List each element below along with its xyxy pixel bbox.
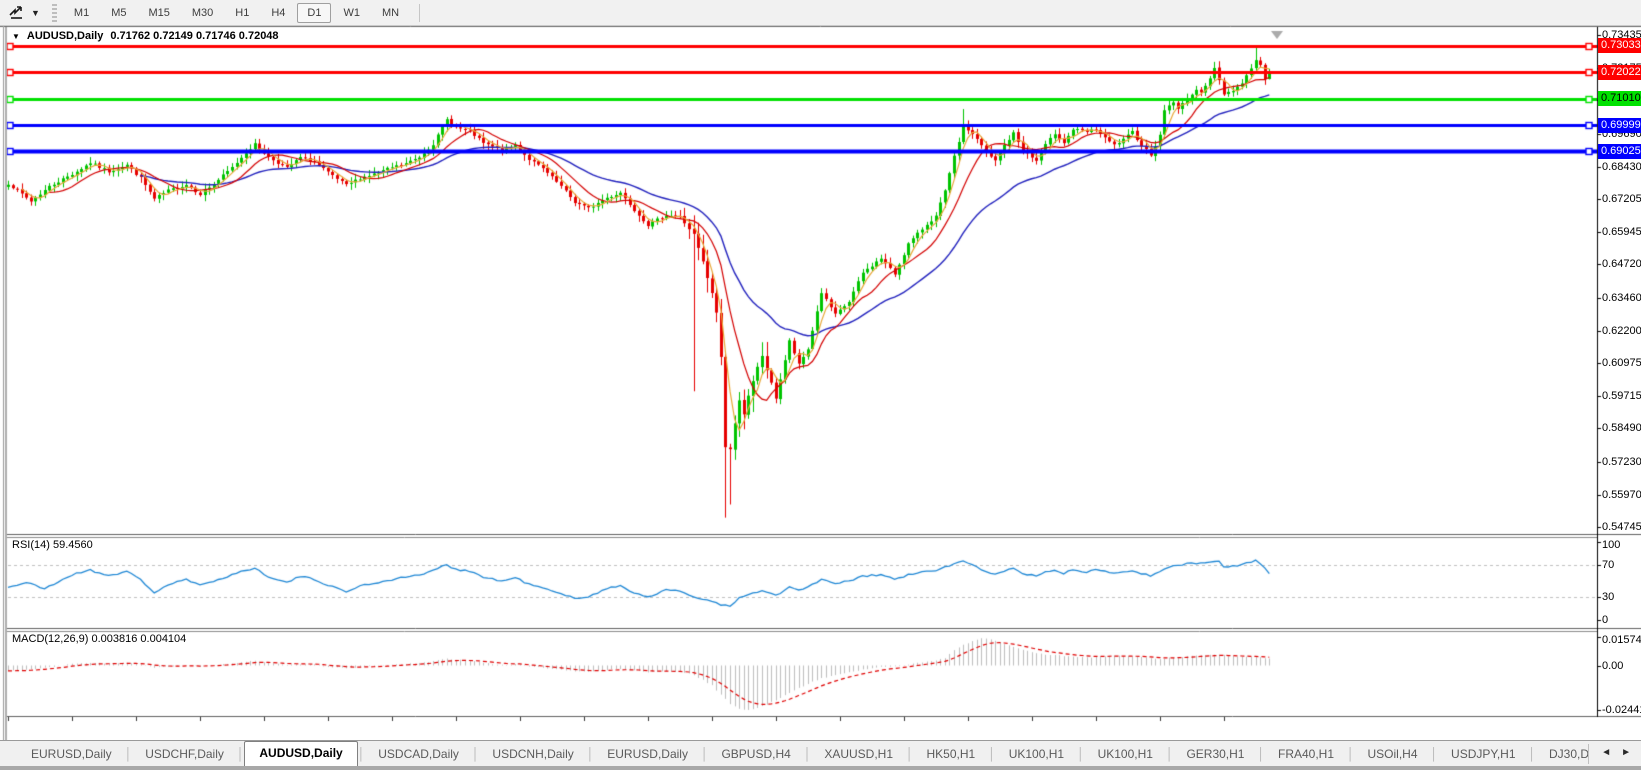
- timeframe-button-w1[interactable]: W1: [343, 6, 360, 19]
- tab-separator: │: [906, 747, 914, 761]
- tab-scroll-right-icon[interactable]: ►: [1621, 746, 1631, 758]
- tab-separator: │: [700, 747, 709, 761]
- price-line-badge: 0.73033: [1598, 38, 1641, 54]
- price-tick-label: 0.57230: [1602, 455, 1641, 468]
- chart-tab-hk50-h1[interactable]: HK50,H1: [926, 747, 976, 761]
- chart-tab-eurusd-daily[interactable]: EURUSD,Daily: [31, 747, 112, 761]
- chart-tab-usoil-h4[interactable]: USOil,H4: [1367, 747, 1418, 761]
- tab-separator: │: [1077, 747, 1085, 761]
- chart-title: ▼ AUDUSD,Daily 0.71762 0.72149 0.71746 0…: [12, 30, 279, 42]
- tab-separator: │: [988, 747, 996, 761]
- timeframe-button-m5[interactable]: M5: [111, 6, 127, 19]
- timeframe-button-m15[interactable]: M15: [148, 6, 170, 19]
- tab-separator: │: [1257, 747, 1265, 761]
- chart-tab-uk100-h1[interactable]: UK100,H1: [1097, 747, 1153, 761]
- price-tick-label: 0.63460: [1602, 291, 1641, 304]
- tab-scroll-arrows: ◄ ►: [1588, 744, 1641, 764]
- price-tick-label: 0.62200: [1602, 324, 1641, 337]
- price-tick-label: 0.55970: [1602, 488, 1641, 501]
- rsi-tick-label: 70: [1602, 559, 1615, 572]
- price-tick-label: 0.54745: [1602, 520, 1641, 533]
- macd-tick-label: 0.00: [1602, 659, 1624, 672]
- tab-separator: │: [1165, 747, 1174, 761]
- tab-separator: │: [124, 747, 133, 761]
- toolbar-separator: [419, 3, 421, 22]
- timeframe-button-h1[interactable]: H1: [235, 6, 250, 19]
- chart-tab-eurusd-daily[interactable]: EURUSD,Daily: [607, 747, 688, 761]
- tab-separator: │: [471, 747, 480, 761]
- chart-tab-uk100-h1[interactable]: UK100,H1: [1008, 747, 1065, 761]
- price-tick-label: 0.58490: [1602, 422, 1641, 435]
- price-tick-label: 0.67205: [1602, 192, 1641, 205]
- chart-tab-usdjpy-h1[interactable]: USDJPY,H1: [1451, 747, 1516, 761]
- tab-separator: │: [357, 747, 366, 761]
- rsi-tick-label: 0: [1602, 614, 1609, 626]
- toolbar-grip[interactable]: [51, 3, 57, 22]
- timeframe-button-d1[interactable]: D1: [297, 2, 332, 23]
- tab-separator: │: [586, 747, 595, 761]
- macd-label: MACD(12,26,9) 0.003816 0.004104: [12, 633, 187, 645]
- chart-tab-audusd-daily[interactable]: AUDUSD,Daily: [244, 741, 358, 766]
- price-line-badge: 0.71010: [1598, 91, 1641, 107]
- chart-shift-tool-icon[interactable]: [6, 3, 27, 22]
- macd-tick-label: -0.024412: [1602, 704, 1641, 716]
- tab-separator: │: [236, 747, 245, 761]
- rsi-tick-label: 30: [1602, 590, 1615, 603]
- chart-tab-xauusd-h1[interactable]: XAUUSD,H1: [824, 747, 893, 761]
- rsi-tick-label: 100: [1602, 539, 1621, 551]
- chart-tabs: EURUSD,Daily │ USDCHF,Daily │ AUDUSD,Daily │ U…: [0, 740, 1588, 766]
- macd-tick-label: 0.015741: [1602, 634, 1641, 646]
- chart-tab-ger30-h1[interactable]: GER30,H1: [1186, 747, 1245, 761]
- price-tick-label: 0.68430: [1602, 160, 1641, 173]
- window-bottom-edge: [0, 766, 1641, 770]
- chevron-down-icon[interactable]: ▼: [31, 7, 40, 18]
- chart-title-ohlc: 0.71762 0.72149 0.71746 0.72048: [110, 30, 279, 42]
- price-tick-label: 0.64720: [1602, 258, 1641, 271]
- timeframe-button-m1[interactable]: M1: [73, 6, 90, 19]
- top-toolbar: ▼ M1 M5 M15 M30 H1 H4 D1 W1 MN: [0, 0, 1641, 26]
- price-line-badge: 0.69999: [1598, 117, 1641, 133]
- price-line-badge: 0.72022: [1598, 64, 1641, 80]
- chart-tab-bar: EURUSD,Daily │ USDCHF,Daily │ AUDUSD,Daily │ U…: [0, 740, 1641, 766]
- tab-separator: │: [1528, 747, 1537, 761]
- price-tick-label: 0.73435: [1602, 29, 1641, 41]
- chart-tab-usdcnh-daily[interactable]: USDCNH,Daily: [492, 747, 574, 761]
- tab-separator: │: [1347, 747, 1355, 761]
- chart-title-symbol: AUDUSD,Daily: [26, 30, 104, 42]
- rsi-label: RSI(14) 59.4560: [12, 539, 93, 551]
- chart-shift-tool-glyph: [9, 6, 22, 19]
- timeframe-button-m30[interactable]: M30: [191, 6, 214, 19]
- chart-tab-usdchf-daily[interactable]: USDCHF,Daily: [145, 747, 224, 761]
- price-tick-label: 0.59715: [1602, 390, 1641, 403]
- timeframe-toolbar: M1 M5 M15 M30 H1 H4 D1 W1 MN: [64, 2, 409, 23]
- price-tick-label: 0.60975: [1602, 356, 1641, 369]
- chart-tab-gbpusd-h4[interactable]: GBPUSD,H4: [721, 747, 791, 761]
- chart-tab-dj30-daily[interactable]: DJ30,Daily: [1549, 747, 1589, 761]
- tab-scroll-left-icon[interactable]: ◄: [1601, 746, 1612, 758]
- symbol-dropdown-icon[interactable]: ▼: [12, 31, 20, 41]
- tab-separator: │: [803, 747, 812, 761]
- timeframe-button-h4[interactable]: H4: [271, 6, 286, 19]
- price-line-badge: 0.69025: [1598, 143, 1641, 159]
- price-tick-label: 0.65945: [1602, 226, 1641, 239]
- timeframe-button-mn[interactable]: MN: [381, 6, 400, 19]
- chart-tab-fra40-h1[interactable]: FRA40,H1: [1277, 747, 1335, 761]
- tab-separator: │: [1430, 747, 1439, 761]
- chart-tab-usdcad-daily[interactable]: USDCAD,Daily: [378, 747, 459, 761]
